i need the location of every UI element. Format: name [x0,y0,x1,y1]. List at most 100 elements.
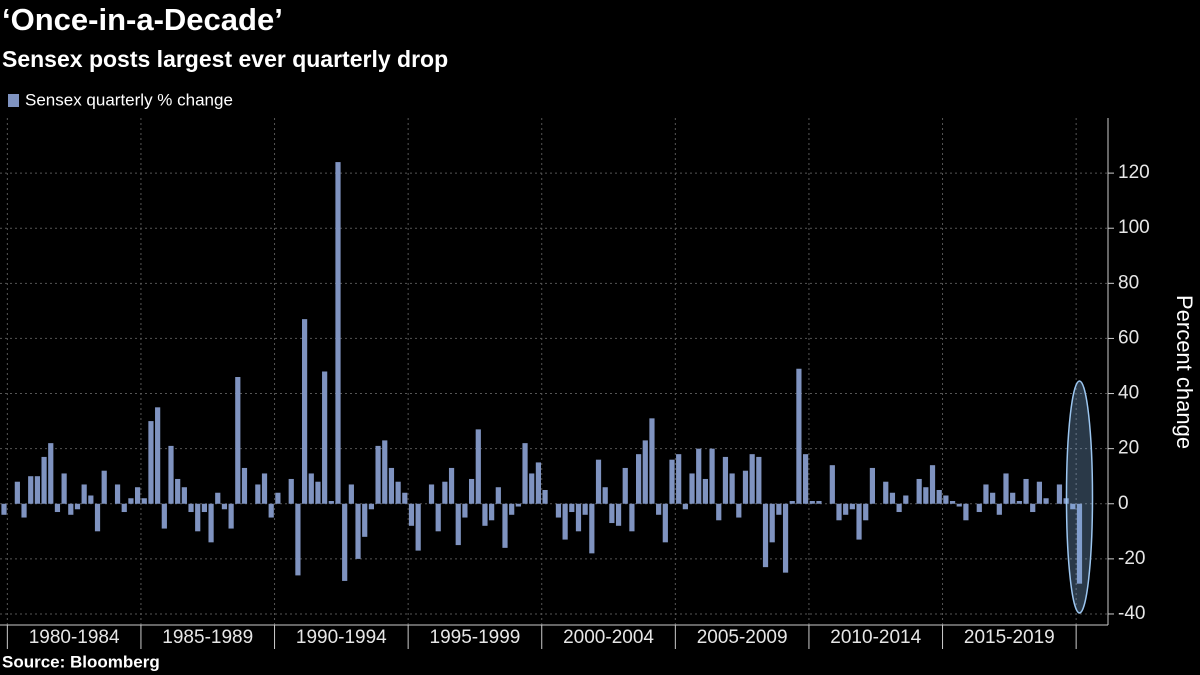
bar [722,456,729,504]
bar [869,467,875,504]
bar [428,484,435,504]
legend-label: Sensex quarterly % change [25,90,233,109]
bar [388,467,395,504]
bar [749,454,755,504]
bar [669,459,675,504]
bar [615,503,622,526]
bar [529,473,535,504]
bar [348,484,354,504]
y-tick-label: 40 [1118,383,1139,404]
bar [1003,473,1009,504]
bar [268,503,274,518]
bar [916,478,922,504]
bar [14,481,20,504]
bar [936,489,942,504]
bar [662,503,668,543]
bar [322,371,328,504]
bar [1043,498,1049,504]
bar [408,503,415,526]
bar [94,503,101,532]
bar [181,487,187,504]
bar [448,467,455,504]
bar [275,492,281,504]
bar [241,467,248,504]
y-axis-label: Percent change [1172,295,1197,449]
bar [475,429,481,504]
bar [762,503,769,568]
bar [288,478,294,504]
bar [836,503,842,521]
bar [161,503,167,529]
bar [355,503,361,559]
y-tick-label: -20 [1118,548,1145,569]
bar [114,484,121,504]
bar [996,503,1002,515]
bar [489,503,495,521]
bar [195,503,201,532]
bar [636,454,642,504]
bar [509,503,515,515]
y-tick-label: 120 [1118,162,1150,183]
bar [61,473,67,504]
bar [261,473,268,504]
bar [729,473,735,504]
bar [736,503,742,518]
x-tick-label: 2005-2009 [697,627,788,648]
bar [41,456,47,504]
bar [923,487,929,504]
bar [569,503,575,513]
bar [308,473,314,504]
chart-subtitle: Sensex posts largest ever quarterly drop [2,46,448,72]
bar [395,481,401,504]
bar [255,484,261,504]
bar [589,503,595,554]
bar [135,487,141,504]
bar [776,503,782,515]
bar [956,503,962,507]
bar [682,503,688,510]
bar [28,476,34,504]
bar [929,465,936,504]
bar [175,478,181,504]
x-tick-label: 1990-1994 [296,627,387,648]
bar [896,503,902,513]
bar [502,503,508,548]
bar [803,454,809,504]
bar [582,503,588,515]
bar [1030,503,1036,513]
bar [742,470,749,504]
bar [81,484,87,504]
bar [976,503,982,513]
bar [676,454,682,504]
bar [903,495,909,504]
bar [649,418,655,504]
bar [495,487,501,504]
bar [1,503,7,515]
bar [782,503,789,573]
bar [335,162,341,504]
bar [1070,503,1076,510]
bar [415,503,421,551]
bar [155,407,161,504]
bar [435,503,441,532]
bar [482,503,488,526]
bar [816,501,822,504]
bar [756,456,762,504]
bar [54,503,61,513]
bar [809,501,815,504]
y-tick-label: 60 [1118,327,1139,348]
bar [542,489,548,504]
bar [188,503,194,513]
chart-title: ‘Once-in-a-Decade’ [2,2,283,37]
bar [215,492,221,504]
bar [856,503,862,540]
bar [101,470,107,504]
x-tick-label: 1985-1989 [162,627,253,648]
bar [1036,481,1042,504]
bar [656,503,662,515]
bar [375,445,381,504]
bar [709,448,715,504]
bar [1010,492,1016,504]
bar [208,503,214,543]
